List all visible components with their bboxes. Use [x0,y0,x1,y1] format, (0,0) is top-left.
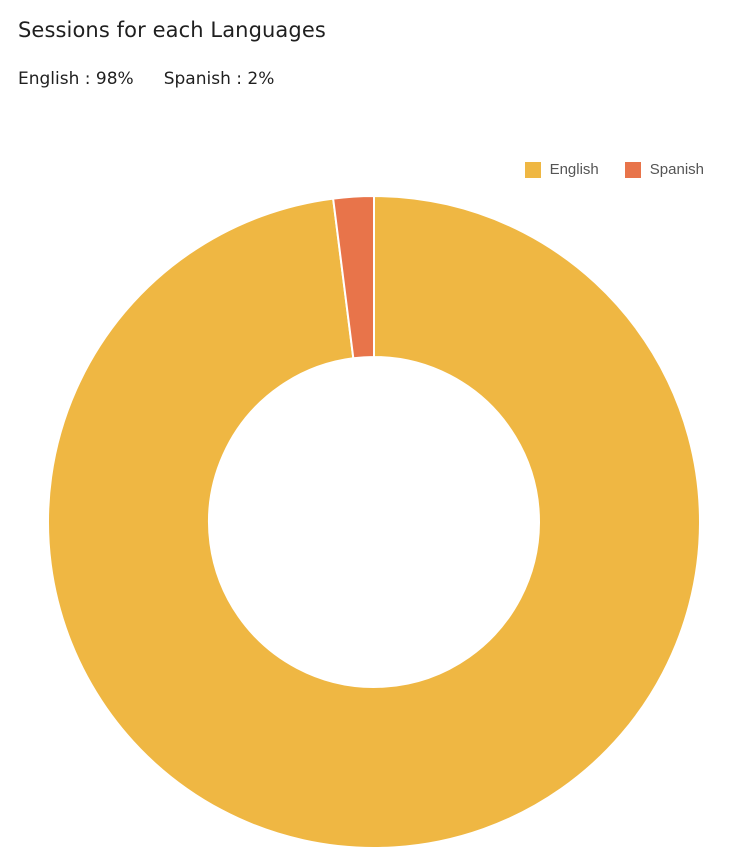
chart-legend: English Spanish [524,161,704,178]
legend-label-spanish: Spanish [649,161,704,178]
legend-item-english[interactable]: English [524,161,599,178]
page-title: Sessions for each Languages [18,18,326,42]
legend-swatch-spanish [624,161,641,178]
legend-swatch-english [524,161,541,178]
summary-english: English : 98% [18,69,134,89]
donut-chart [47,194,701,849]
legend-item-spanish[interactable]: Spanish [624,161,704,178]
summary-row: English : 98% Spanish : 2% [18,69,274,89]
donut-slice-english[interactable] [47,194,701,849]
summary-spanish: Spanish : 2% [163,69,275,89]
donut-slice-spanish[interactable] [332,194,375,360]
legend-label-english: English [549,161,599,178]
